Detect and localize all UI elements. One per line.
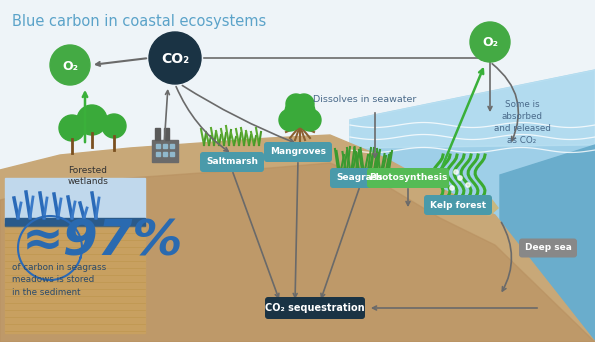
Text: Blue carbon in coastal ecosystems: Blue carbon in coastal ecosystems <box>12 14 266 29</box>
FancyArrowPatch shape <box>488 61 492 110</box>
Polygon shape <box>152 140 178 162</box>
FancyBboxPatch shape <box>156 152 160 156</box>
Polygon shape <box>350 70 595 342</box>
Circle shape <box>458 176 462 180</box>
Circle shape <box>450 186 454 190</box>
Polygon shape <box>155 128 160 140</box>
FancyBboxPatch shape <box>156 144 160 148</box>
Polygon shape <box>350 70 595 148</box>
Circle shape <box>466 183 470 187</box>
FancyBboxPatch shape <box>170 144 174 148</box>
Polygon shape <box>478 200 498 215</box>
FancyArrowPatch shape <box>96 58 146 66</box>
Text: Some is
absorbed
and released
as CO₂: Some is absorbed and released as CO₂ <box>494 100 550 145</box>
Text: of carbon in seagrass
meadows is stored
in the sediment: of carbon in seagrass meadows is stored … <box>12 263 107 297</box>
Polygon shape <box>500 145 595 342</box>
Polygon shape <box>0 135 595 342</box>
Circle shape <box>50 45 90 85</box>
Circle shape <box>294 94 314 114</box>
Circle shape <box>299 109 321 131</box>
Text: Kelp forest: Kelp forest <box>430 200 486 210</box>
FancyArrowPatch shape <box>162 91 170 157</box>
Text: Photosynthesis: Photosynthesis <box>369 173 447 183</box>
Text: Seagrass: Seagrass <box>337 173 383 183</box>
FancyBboxPatch shape <box>163 152 167 156</box>
Text: O₂: O₂ <box>62 60 78 73</box>
FancyArrowPatch shape <box>83 93 87 142</box>
Polygon shape <box>164 128 169 140</box>
FancyBboxPatch shape <box>367 168 449 188</box>
FancyArrowPatch shape <box>492 64 518 141</box>
Circle shape <box>149 32 201 84</box>
Text: CO₂: CO₂ <box>161 52 189 66</box>
Circle shape <box>102 114 126 138</box>
Text: Deep sea: Deep sea <box>525 244 571 252</box>
FancyArrowPatch shape <box>502 222 512 291</box>
Circle shape <box>279 109 301 131</box>
FancyBboxPatch shape <box>163 144 167 148</box>
Polygon shape <box>5 223 145 333</box>
FancyArrowPatch shape <box>321 189 359 298</box>
FancyArrowPatch shape <box>406 189 410 205</box>
FancyArrowPatch shape <box>176 87 228 152</box>
Text: Saltmarsh: Saltmarsh <box>206 158 258 167</box>
FancyBboxPatch shape <box>519 238 577 258</box>
Circle shape <box>77 105 107 135</box>
FancyArrowPatch shape <box>441 69 483 169</box>
Text: ≈97%: ≈97% <box>22 217 183 265</box>
Polygon shape <box>0 163 595 342</box>
FancyBboxPatch shape <box>264 142 332 162</box>
FancyBboxPatch shape <box>424 195 492 215</box>
FancyArrowPatch shape <box>233 173 279 298</box>
Text: Forested
wetlands: Forested wetlands <box>68 166 108 186</box>
FancyArrowPatch shape <box>182 86 294 143</box>
Circle shape <box>286 94 306 114</box>
FancyBboxPatch shape <box>265 297 365 319</box>
FancyArrowPatch shape <box>293 163 298 297</box>
Circle shape <box>454 170 458 174</box>
FancyBboxPatch shape <box>170 152 174 156</box>
Polygon shape <box>5 178 145 223</box>
Circle shape <box>285 97 315 127</box>
Circle shape <box>470 22 510 62</box>
Circle shape <box>59 115 85 141</box>
FancyArrowPatch shape <box>203 56 486 60</box>
Text: Mangroves: Mangroves <box>270 147 326 157</box>
Polygon shape <box>5 218 145 226</box>
FancyBboxPatch shape <box>200 152 264 172</box>
FancyArrowPatch shape <box>80 251 83 254</box>
Text: CO₂ sequestration: CO₂ sequestration <box>265 303 365 313</box>
FancyArrowPatch shape <box>373 113 377 157</box>
Text: O₂: O₂ <box>482 37 498 50</box>
FancyArrowPatch shape <box>372 306 537 310</box>
Text: Dissolves in seawater: Dissolves in seawater <box>314 95 416 105</box>
FancyBboxPatch shape <box>330 168 390 188</box>
